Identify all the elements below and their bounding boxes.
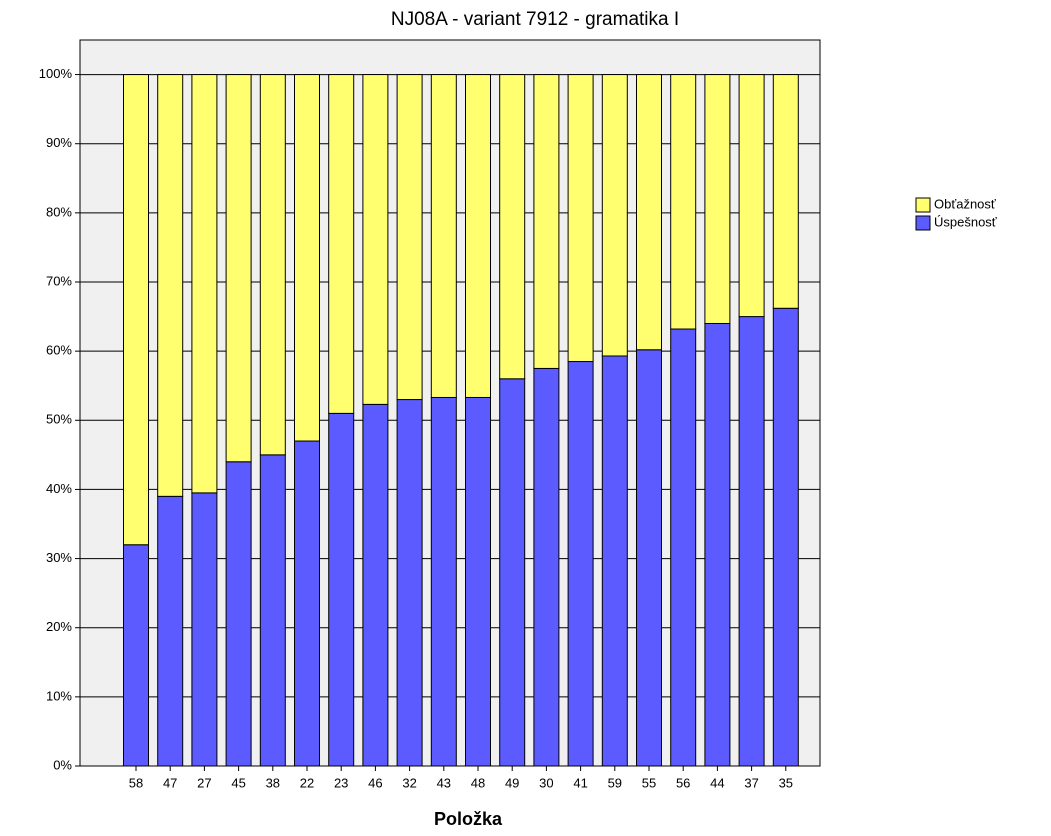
bar-segment: [259, 74, 286, 456]
x-tick-label: 58: [129, 775, 143, 790]
bar-segment: [772, 74, 799, 309]
x-tick-label: 55: [642, 775, 656, 790]
bar-segment: [533, 74, 560, 369]
bar-segment: [362, 403, 389, 767]
x-tick-label: 27: [197, 775, 211, 790]
bar-segment: [225, 461, 252, 767]
x-axis-label: Položka: [434, 809, 503, 829]
bar-segment: [567, 361, 594, 767]
bar-segment: [738, 316, 765, 767]
bar-segment: [738, 74, 765, 318]
x-tick-label: 37: [744, 775, 758, 790]
x-tick-label: 49: [505, 775, 519, 790]
legend-label: Úspešnosť: [934, 214, 997, 229]
x-tick-label: 47: [163, 775, 177, 790]
bar-segment: [123, 74, 149, 546]
legend-label: Obťažnosť: [934, 196, 996, 211]
bar-segment: [123, 544, 149, 767]
bar-segment: [704, 74, 731, 324]
bar-segment: [533, 367, 560, 767]
x-tick-label: 45: [231, 775, 245, 790]
y-tick-label: 10%: [46, 688, 72, 703]
bar-segment: [567, 74, 594, 363]
bar-segment: [601, 74, 628, 357]
bar-segment: [157, 74, 184, 497]
bar-segment: [636, 349, 662, 767]
bar-segment: [670, 74, 697, 330]
x-tick-label: 23: [334, 775, 348, 790]
bar-segment: [396, 399, 423, 767]
bar-segment: [328, 74, 355, 414]
bar-segment: [465, 396, 491, 767]
bar-segment: [191, 74, 218, 494]
x-tick-label: 46: [368, 775, 382, 790]
x-tick-label: 41: [573, 775, 587, 790]
bar-segment: [499, 74, 526, 380]
bar-segment: [704, 322, 731, 767]
chart-title: NJ08A - variant 7912 - gramatika I: [391, 9, 679, 30]
x-tick-label: 56: [676, 775, 690, 790]
bar-segment: [465, 74, 491, 398]
x-tick-label: 38: [266, 775, 280, 790]
y-tick-label: 30%: [46, 550, 72, 565]
x-tick-label: 43: [437, 775, 451, 790]
bar-segment: [636, 74, 662, 351]
y-tick-label: 90%: [46, 135, 72, 150]
x-tick-label: 32: [402, 775, 416, 790]
bar-segment: [328, 412, 355, 767]
legend-swatch: [915, 197, 931, 213]
bar-segment: [772, 307, 799, 767]
bar-segment: [225, 74, 252, 463]
bar-segment: [294, 74, 320, 442]
y-tick-label: 80%: [46, 204, 72, 219]
x-tick-label: 48: [471, 775, 485, 790]
y-tick-label: 20%: [46, 619, 72, 634]
y-tick-label: 60%: [46, 343, 72, 358]
x-tick-label: 30: [539, 775, 553, 790]
bar-segment: [601, 355, 628, 767]
y-tick-label: 100%: [39, 66, 73, 81]
x-tick-label: 59: [608, 775, 622, 790]
bar-segment: [499, 378, 526, 767]
x-tick-label: 44: [710, 775, 724, 790]
bar-segment: [362, 74, 389, 405]
legend-swatch: [915, 215, 931, 231]
y-tick-label: 50%: [46, 412, 72, 427]
bar-segment: [294, 440, 320, 767]
bar-segment: [430, 396, 457, 767]
y-tick-label: 70%: [46, 273, 72, 288]
bar-segment: [396, 74, 423, 401]
bar-segment: [191, 492, 218, 767]
x-tick-label: 22: [300, 775, 314, 790]
y-tick-label: 0%: [53, 757, 72, 772]
bar-segment: [157, 495, 184, 767]
bar-segment: [670, 328, 697, 767]
y-tick-label: 40%: [46, 481, 72, 496]
x-tick-label: 35: [779, 775, 793, 790]
bar-segment: [430, 74, 457, 398]
bar-segment: [259, 454, 286, 767]
